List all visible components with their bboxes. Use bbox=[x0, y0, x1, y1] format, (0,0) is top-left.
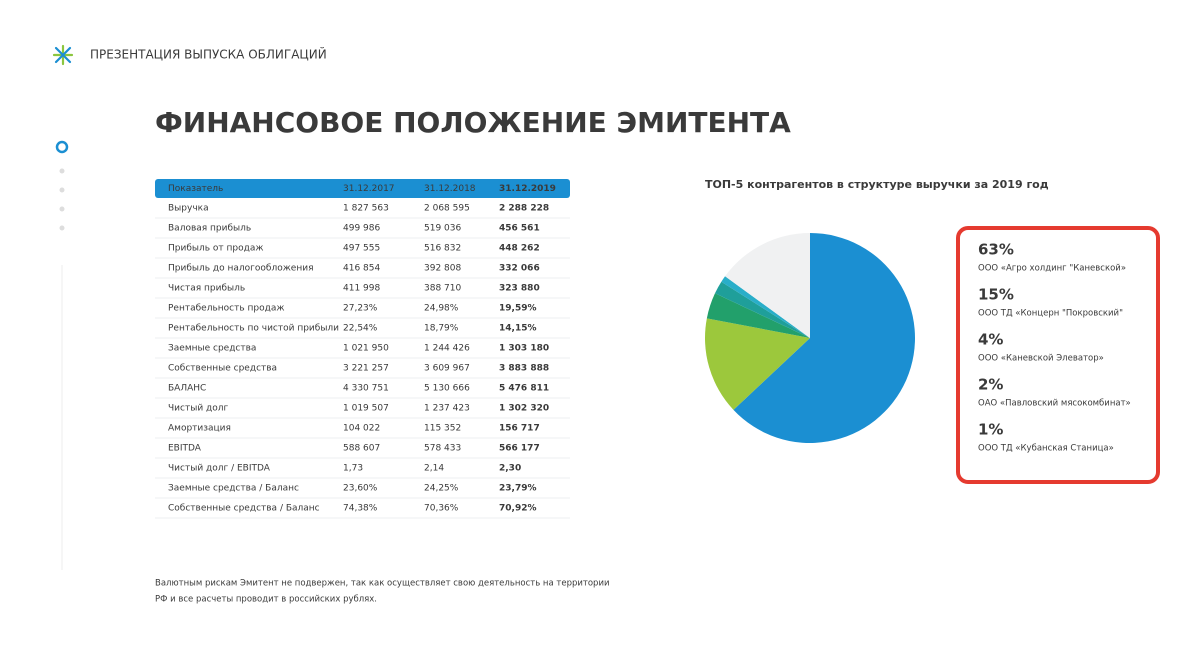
table-cell: Выручка bbox=[168, 204, 209, 214]
table-cell: 115 352 bbox=[424, 424, 461, 434]
table-cell: 2 068 595 bbox=[424, 204, 470, 214]
table-cell: 332 066 bbox=[499, 264, 540, 274]
footnote: Валютным рискам Эмитент не подвержен, та… bbox=[155, 579, 610, 589]
table-cell: 1 827 563 bbox=[343, 204, 389, 214]
table-cell: 2 288 228 bbox=[499, 204, 549, 214]
table-cell: 1 021 950 bbox=[343, 344, 389, 354]
legend-label: ОАО «Павловский мясокомбинат» bbox=[978, 399, 1131, 409]
legend-value: 15% bbox=[978, 286, 1014, 304]
pie-slice bbox=[705, 318, 810, 410]
table-cell: 23,60% bbox=[343, 484, 378, 494]
legend-value: 4% bbox=[978, 331, 1003, 349]
table-cell: 516 832 bbox=[424, 244, 461, 254]
header-title: ПРЕЗЕНТАЦИЯ ВЫПУСКА ОБЛИГАЦИЙ bbox=[90, 47, 327, 62]
table-cell: Амортизация bbox=[168, 424, 231, 434]
table-cell: 19,59% bbox=[499, 304, 537, 314]
table-cell: 14,15% bbox=[499, 324, 537, 334]
pie-slice bbox=[725, 233, 810, 338]
table-cell: 156 717 bbox=[499, 424, 540, 434]
legend-value: 63% bbox=[978, 241, 1014, 259]
logo bbox=[52, 44, 74, 66]
table-cell: 392 808 bbox=[424, 264, 461, 274]
table-cell: 566 177 bbox=[499, 444, 540, 454]
table-cell: Чистый долг bbox=[168, 404, 229, 414]
highlight-box bbox=[956, 226, 1160, 484]
table-cell: 4 330 751 bbox=[343, 384, 389, 394]
legend-label: ООО ТД «Кубанская Станица» bbox=[978, 444, 1114, 454]
table-cell: 1,73 bbox=[343, 464, 363, 474]
slide-title: ФИНАНСОВОЕ ПОЛОЖЕНИЕ ЭМИТЕНТА bbox=[155, 106, 791, 139]
pie-slice bbox=[721, 276, 810, 338]
table-cell: 499 986 bbox=[343, 224, 380, 234]
table-cell: 74,38% bbox=[343, 504, 378, 514]
table-cell: Прибыль до налогообложения bbox=[168, 264, 314, 274]
column-header: 31.12.2019 bbox=[499, 184, 556, 194]
table-cell: Собственные средства bbox=[168, 364, 277, 374]
legend-value: 1% bbox=[978, 421, 1003, 439]
table-cell: 3 609 967 bbox=[424, 364, 470, 374]
table-cell: Рентабельность продаж bbox=[168, 304, 284, 314]
table-cell: 24,98% bbox=[424, 304, 459, 314]
table-cell: 23,79% bbox=[499, 484, 537, 494]
table-cell: Собственные средства / Баланс bbox=[168, 504, 320, 514]
table-cell: 24,25% bbox=[424, 484, 459, 494]
table-cell: 497 555 bbox=[343, 244, 380, 254]
table-cell: Чистая прибыль bbox=[168, 284, 245, 294]
table-cell: 1 019 507 bbox=[343, 404, 389, 414]
table-cell: 448 262 bbox=[499, 244, 540, 254]
table-cell: 578 433 bbox=[424, 444, 461, 454]
table-cell: 456 561 bbox=[499, 224, 540, 234]
table-cell: 5 130 666 bbox=[424, 384, 470, 394]
column-header: Показатель bbox=[168, 184, 223, 194]
pie-slice bbox=[706, 293, 810, 338]
legend-label: ООО ТД «Концерн "Покровский" bbox=[978, 309, 1123, 319]
table-cell: 2,14 bbox=[424, 464, 444, 474]
table-cell: 1 244 426 bbox=[424, 344, 470, 354]
table-cell: 588 607 bbox=[343, 444, 380, 454]
table-cell: Чистый долг / EBITDA bbox=[168, 464, 271, 474]
legend-label: ООО «Агро холдинг "Каневской» bbox=[978, 264, 1126, 274]
table-cell: 388 710 bbox=[424, 284, 461, 294]
table-cell: 3 221 257 bbox=[343, 364, 389, 374]
legend-label: ООО «Каневской Элеватор» bbox=[978, 354, 1104, 364]
chart-title: ТОП-5 контрагентов в структуре выручки з… bbox=[705, 178, 1049, 191]
table-cell: 1 303 180 bbox=[499, 344, 549, 354]
table-cell: 5 476 811 bbox=[499, 384, 549, 394]
nav bbox=[55, 140, 69, 570]
table-cell: Прибыль от продаж bbox=[168, 244, 263, 254]
footnote: РФ и все расчеты проводит в российских р… bbox=[155, 595, 377, 605]
table-cell: 519 036 bbox=[424, 224, 461, 234]
table-cell: 1 237 423 bbox=[424, 404, 470, 414]
table-cell: 3 883 888 bbox=[499, 364, 549, 374]
table-cell: 18,79% bbox=[424, 324, 459, 334]
table-cell: 70,92% bbox=[499, 504, 537, 514]
table-cell: Рентабельность по чистой прибыли bbox=[168, 324, 339, 334]
column-header: 31.12.2018 bbox=[424, 184, 476, 194]
table-cell: Заемные средства bbox=[168, 344, 256, 354]
pie-slice bbox=[733, 233, 916, 444]
table-cell: 416 854 bbox=[343, 264, 380, 274]
table-cell: 104 022 bbox=[343, 424, 380, 434]
table-header-bg bbox=[155, 179, 570, 198]
table-cell: 2,30 bbox=[499, 464, 521, 474]
table-cell: 1 302 320 bbox=[499, 404, 549, 414]
pie-slice bbox=[714, 281, 810, 338]
column-header: 31.12.2017 bbox=[343, 184, 395, 194]
table-cell: 27,23% bbox=[343, 304, 378, 314]
table-cell: Валовая прибыль bbox=[168, 224, 251, 234]
legend-value: 2% bbox=[978, 376, 1003, 394]
table-cell: 70,36% bbox=[424, 504, 459, 514]
table-cell: 411 998 bbox=[343, 284, 380, 294]
table-cell: EBITDA bbox=[168, 444, 202, 454]
table-cell: Заемные средства / Баланс bbox=[168, 484, 299, 494]
table-cell: 323 880 bbox=[499, 284, 540, 294]
table-cell: БАЛАНС bbox=[168, 384, 206, 394]
table-cell: 22,54% bbox=[343, 324, 378, 334]
